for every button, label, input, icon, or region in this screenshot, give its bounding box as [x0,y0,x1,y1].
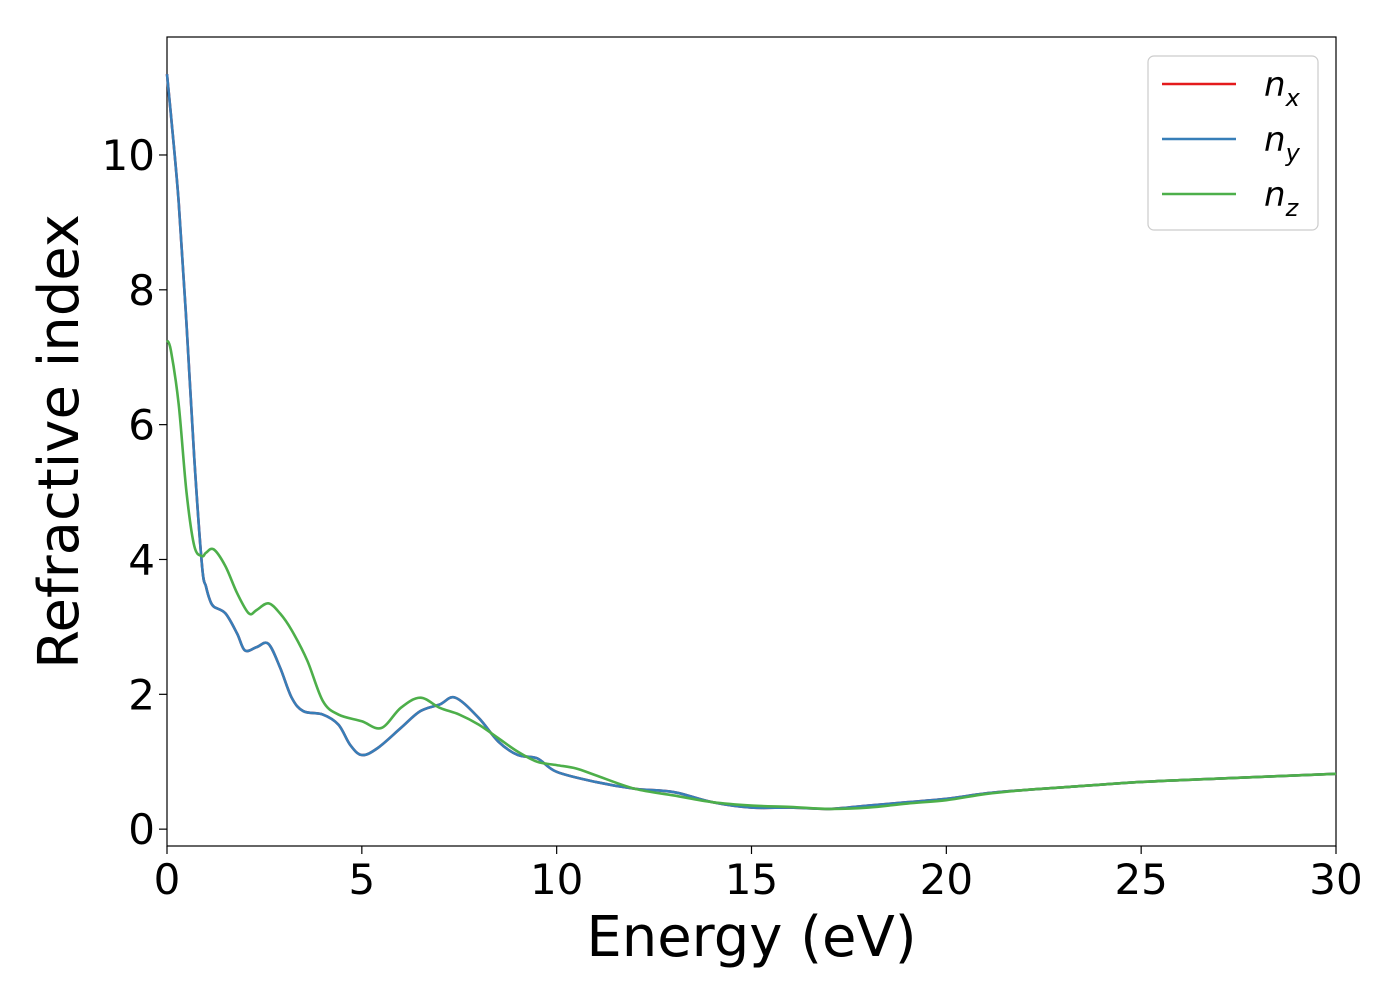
x-tick-label: 30 [1309,855,1362,904]
x-tick-label: 0 [154,855,181,904]
y-axis-ticks: 0 2 4 6 8 10 [102,131,167,854]
legend-label-nx: nx [1264,65,1301,112]
x-tick-label: 20 [920,855,973,904]
plot-area: 0 5 10 15 20 25 30 0 2 4 6 8 10 [102,36,1363,904]
x-tick-label: 25 [1114,855,1167,904]
legend: nx ny nz [1147,55,1319,231]
y-axis-title: Refractive index [27,214,92,669]
x-axis-title: Energy (eV) [586,905,916,970]
y-tick-label: 10 [102,131,155,180]
y-tick-label: 4 [128,535,155,584]
legend-label-ny: ny [1264,120,1301,167]
y-tick-label: 2 [128,670,155,719]
y-tick-label: 6 [128,401,155,450]
series-line-nz [165,339,1337,811]
legend-box [1147,55,1319,231]
x-tick-label: 10 [530,855,583,904]
series-line-ny [165,73,1337,811]
x-tick-label: 15 [725,855,778,904]
legend-label-nz: nz [1264,175,1300,222]
y-tick-label: 0 [128,805,155,854]
y-tick-label: 8 [128,266,155,315]
x-tick-label: 5 [348,855,375,904]
x-axis-ticks: 0 5 10 15 20 25 30 [154,846,1363,904]
series-layer [165,73,1337,811]
